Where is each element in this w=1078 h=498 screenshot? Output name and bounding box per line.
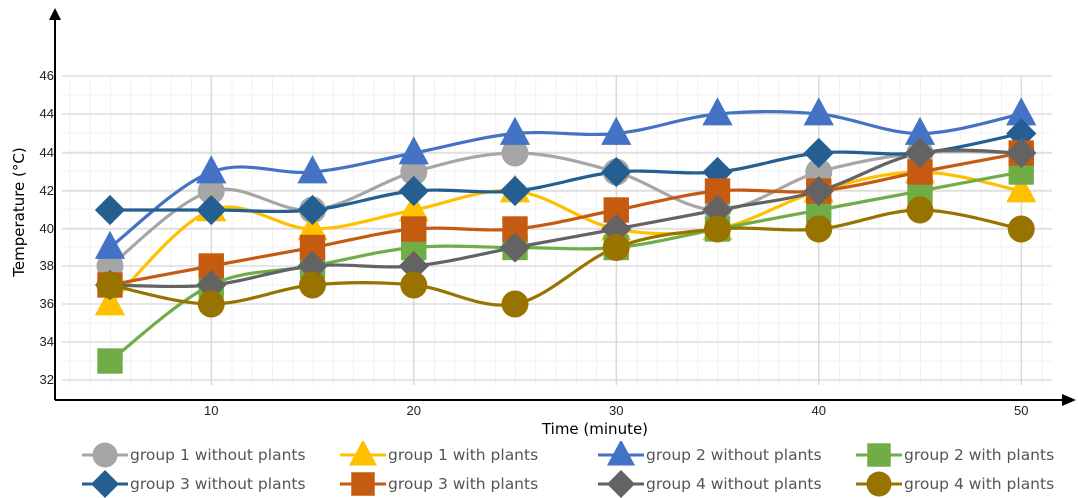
- data-point: [299, 272, 326, 299]
- x-tick-labels: 10 20 30 40 50: [204, 403, 1028, 418]
- legend-swatch: [856, 470, 902, 498]
- legend-swatch: [598, 470, 644, 498]
- legend-swatch-marker: [351, 472, 375, 496]
- legend-swatch-marker: [91, 470, 119, 498]
- legend-swatch: [340, 441, 386, 469]
- legend-item: group 2 with plants: [856, 440, 1072, 469]
- y-axis-label: Temperature (°C): [10, 147, 28, 277]
- data-point: [401, 216, 426, 241]
- y-axis-arrow: [49, 8, 61, 20]
- data-point: [400, 272, 427, 299]
- data-point: [603, 234, 630, 261]
- legend-item: group 3 with plants: [340, 469, 598, 498]
- legend-label: group 2 without plants: [646, 446, 822, 464]
- data-point: [97, 348, 122, 373]
- legend-label: group 4 without plants: [646, 475, 822, 493]
- temperature-chart: 32 34 36 38 40 42 44 44 46 10 20 30 40 50 Time (minu…: [0, 0, 1078, 440]
- grid: [62, 76, 1052, 385]
- legend-label: group 3 with plants: [388, 475, 538, 493]
- legend-swatch-marker: [607, 441, 635, 466]
- legend-label: group 3 without plants: [130, 475, 306, 493]
- x-tick-label: 10: [204, 403, 218, 418]
- legend-item: group 1 without plants: [82, 440, 340, 469]
- legend-swatch-marker: [867, 471, 892, 496]
- data-point: [198, 291, 225, 318]
- x-axis-arrow: [1062, 394, 1076, 406]
- x-tick-label: 40: [812, 403, 826, 418]
- x-tick-label: 30: [609, 403, 623, 418]
- y-tick-label: 34: [40, 334, 54, 349]
- data-point: [805, 216, 832, 243]
- data-point: [97, 272, 124, 299]
- y-tick-label: 46: [40, 68, 54, 83]
- legend: group 1 without plants group 1 with plant…: [82, 440, 1072, 496]
- y-tick-label: 40: [40, 221, 54, 236]
- legend-swatch-marker: [867, 443, 891, 467]
- legend-label: group 4 with plants: [904, 475, 1054, 493]
- legend-swatch: [856, 441, 902, 469]
- x-tick-label: 50: [1014, 403, 1028, 418]
- data-point: [1008, 216, 1035, 243]
- legend-swatch: [82, 441, 128, 469]
- legend-label: group 1 with plants: [388, 446, 538, 464]
- y-tick-label: 42: [40, 183, 54, 198]
- y-tick-label: 32: [40, 372, 54, 387]
- x-tick-label: 20: [407, 403, 421, 418]
- y-tick-labels: 32 34 36 38 40 42 44 44 46: [40, 68, 54, 387]
- legend-swatch: [340, 470, 386, 498]
- legend-swatch: [82, 470, 128, 498]
- y-tick-label: 36: [40, 296, 54, 311]
- legend-swatch-marker: [93, 442, 118, 467]
- legend-swatch-marker: [607, 470, 635, 498]
- legend-item: group 2 without plants: [598, 440, 856, 469]
- legend-item: group 4 with plants: [856, 469, 1072, 498]
- data-point: [704, 216, 731, 243]
- legend-item: group 4 without plants: [598, 469, 856, 498]
- data-point: [907, 197, 934, 224]
- y-tick-label: 44: [40, 106, 54, 121]
- y-tick-label: 38: [40, 258, 54, 273]
- x-axis-label: Time (minute): [541, 420, 648, 438]
- y-tick-label: 44: [40, 145, 54, 160]
- legend-label: group 1 without plants: [130, 446, 306, 464]
- legend-swatch: [598, 441, 644, 469]
- legend-item: group 1 with plants: [340, 440, 598, 469]
- legend-swatch-marker: [349, 441, 377, 466]
- legend-item: group 3 without plants: [82, 469, 340, 498]
- legend-label: group 2 with plants: [904, 446, 1054, 464]
- data-point: [502, 291, 529, 318]
